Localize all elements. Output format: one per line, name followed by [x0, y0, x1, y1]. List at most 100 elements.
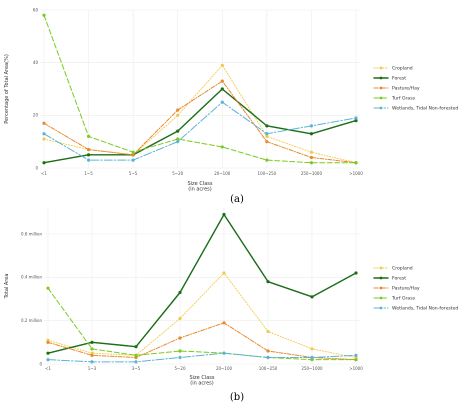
chart-panel-1: 0 20 40 60 <1 1~5 5~5 5~20 20~100 100~250 250~1000… [4, 7, 458, 205]
x-tick-label: 5~20 [172, 171, 183, 176]
data-point [46, 351, 50, 355]
data-point [176, 129, 180, 133]
y-tick-label: 0.4 million [21, 275, 42, 280]
data-point [46, 340, 50, 344]
legend-label: Pasture/Hay [392, 286, 420, 292]
data-point [266, 280, 270, 284]
data-point [265, 132, 269, 136]
data-point [310, 355, 314, 360]
data-point [266, 355, 270, 360]
data-point [309, 155, 314, 160]
data-point [178, 349, 182, 353]
data-point [265, 124, 269, 128]
x-tick-label: 3~5 [132, 366, 141, 371]
x-tick-label: 250~1000 [301, 171, 323, 176]
legend-label: Wetlands, Tidal Non-forested [392, 106, 458, 112]
legend-label: Wetlands, Tidal Non-forested [392, 306, 458, 312]
data-point [222, 271, 226, 275]
data-point [42, 13, 46, 17]
data-point [90, 360, 94, 364]
x-tick-label: >1000 [349, 366, 363, 371]
data-point [220, 63, 224, 67]
y-tick-label: 0.2 million [21, 318, 42, 323]
legend-label: Cropland [392, 266, 413, 272]
data-point [220, 87, 224, 91]
series-line [43, 64, 357, 164]
data-point [309, 124, 314, 128]
legend-marker [379, 76, 383, 80]
data-point [222, 321, 226, 325]
series-line [43, 88, 357, 164]
data-point [178, 336, 182, 340]
data-point [86, 158, 91, 162]
panel-label: (a) [230, 194, 244, 205]
data-point [90, 353, 94, 357]
series-line [47, 272, 357, 358]
panel-label: (b) [230, 392, 244, 403]
data-point [265, 140, 269, 144]
x-tick-label: <1 [45, 366, 51, 371]
data-point [134, 353, 138, 357]
data-point [265, 158, 269, 162]
x-tick-label: 20~100 [214, 171, 231, 176]
y-axis-title: Percentage of Total Area(%) [4, 54, 10, 124]
data-point [220, 145, 224, 149]
y-tick-label: 20 [33, 113, 39, 118]
data-point [222, 351, 226, 355]
x-axis-title-line: Size Class [189, 375, 214, 381]
data-point [176, 137, 180, 141]
data-point [46, 358, 50, 362]
legend-marker [379, 286, 383, 290]
x-tick-label: 1~5 [84, 171, 93, 176]
data-point [354, 116, 358, 120]
x-axis-title-line: Size Class [187, 181, 212, 187]
data-point [134, 360, 138, 364]
data-point [310, 295, 314, 299]
y-tick-label: 40 [33, 60, 39, 65]
legend-label: Turf Grass [391, 296, 416, 302]
data-point [86, 153, 91, 157]
series-line [47, 322, 357, 361]
legend-marker [379, 296, 383, 300]
x-axis-title-line: (in acres) [188, 187, 212, 193]
x-tick-label: 100~250 [259, 366, 278, 371]
y-axis-title: Total Area [4, 274, 10, 300]
data-point [222, 212, 226, 217]
x-tick-label: <1 [41, 171, 47, 176]
legend-label: Forest [392, 276, 406, 282]
data-point [134, 345, 138, 349]
data-point [90, 340, 94, 344]
series-line [47, 287, 357, 361]
y-tick-label: 60 [33, 7, 39, 12]
data-point [178, 290, 182, 295]
data-point [309, 150, 314, 154]
legend-marker [379, 96, 383, 100]
data-point [176, 113, 180, 117]
data-point [309, 161, 314, 165]
data-point [90, 347, 94, 351]
data-point [309, 132, 314, 136]
data-point [354, 353, 358, 357]
chart-panel-2: 0 0.2 million 0.4 million 0.6 million <1 1~3 3… [4, 208, 458, 403]
x-axis-title-line: (in acres) [190, 381, 214, 387]
x-tick-label: 20~100 [216, 366, 233, 371]
data-point [46, 286, 50, 290]
data-point [86, 147, 91, 152]
x-tick-label: 100~250 [258, 171, 277, 176]
x-axis-title: Size Class (in acres) [189, 375, 214, 387]
data-point [42, 137, 46, 141]
series-line [43, 80, 357, 164]
data-point [354, 271, 358, 275]
data-point [42, 161, 46, 165]
legend-label: Turf Grass [391, 96, 416, 102]
legend-label: Forest [392, 76, 406, 82]
data-point [354, 358, 358, 362]
data-point [176, 140, 180, 144]
x-tick-label: 1~3 [88, 366, 97, 371]
data-point [42, 132, 46, 136]
legend-marker [379, 276, 383, 280]
y-tick-label: 0 [39, 361, 42, 366]
legend-marker [379, 86, 383, 90]
legend-marker [379, 306, 383, 310]
